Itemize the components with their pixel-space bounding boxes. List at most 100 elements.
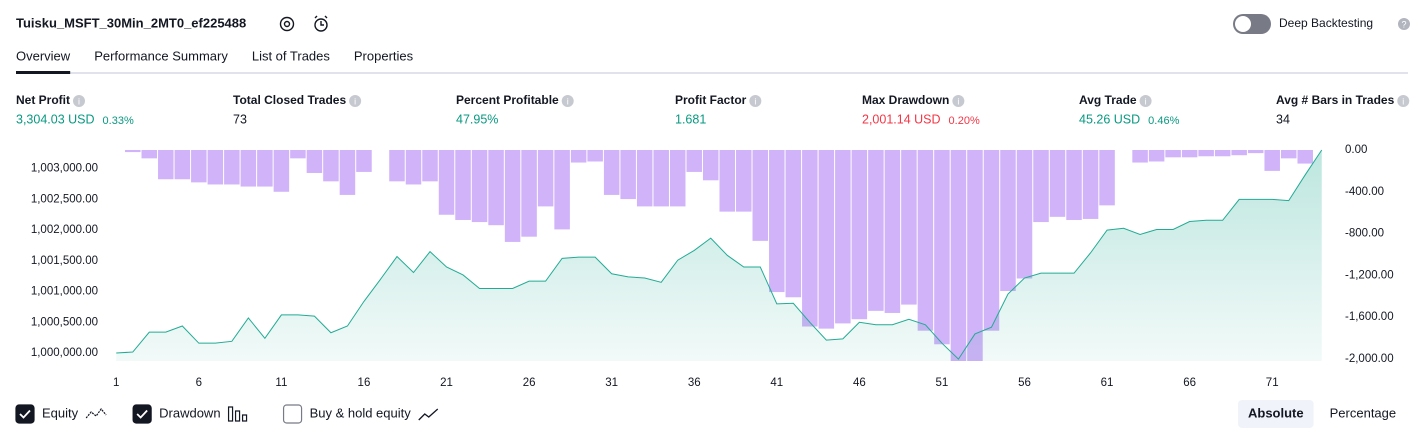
drawdown-bar [719,150,736,212]
metric-label: Profit Factor [675,93,747,107]
metric-percent: 0.20% [949,115,980,127]
legend-label: Equity [42,405,79,420]
x-tick-label: 41 [770,377,783,389]
metric-value: 3,304.03 USD [16,112,95,126]
drawdown-bar [1082,150,1099,219]
drawdown-bar [521,150,537,237]
info-icon-glyph: i [567,96,569,106]
drawdown-bar [603,150,620,195]
drawdown-bar [818,150,835,329]
drawdown-bar [901,150,917,305]
drawdown-bar [537,150,554,207]
drawdown-bar [917,150,934,331]
drawdown-bar [224,150,240,185]
y2-tick-label: 0.00 [1345,144,1367,156]
equity-area [116,150,1322,361]
settings-icon[interactable] [279,16,295,32]
drawdown-bar [587,150,603,162]
metric-label: Total Closed Trades [233,93,346,107]
x-tick-label: 21 [440,377,453,389]
y-tick-label: 1,003,000.00 [31,163,98,175]
drawdown-bar [125,150,141,153]
deep-backtesting-label: Deep Backtesting [1279,16,1373,30]
drawdown-bar [934,150,950,345]
drawdown-bar [1016,150,1033,279]
checkbox[interactable] [282,404,303,424]
drawdown-bar [191,150,207,183]
legend-icon-buy-hold [418,408,439,421]
help-icon: ? [1398,18,1410,30]
drawdown-bar [1181,150,1198,158]
drawdown-bar [141,150,158,159]
drawdown-bar [1049,150,1066,217]
metric-value: 2,001.14 USD [862,112,941,126]
checkmark [19,409,31,419]
info-icon-glyph: i [1145,96,1147,106]
metric-label: Percent Profitable [456,93,559,107]
metric-label: Max Drawdown [862,93,949,107]
drawdown-bar [802,150,818,327]
drawdown-bar [174,150,191,180]
alert-icon[interactable] [314,15,328,32]
info-icon-glyph: i [754,96,756,106]
drawdown-bar [1231,150,1247,156]
checkmark [136,409,148,419]
legend-icon-equity [85,408,107,419]
x-tick-label: 11 [275,377,287,389]
drawdown-bar [257,150,273,187]
x-tick-label: 46 [853,377,866,389]
drawdown-bar [438,150,455,215]
drawdown-bar [1264,150,1280,171]
scale-button[interactable]: Absolute [1238,400,1314,428]
scale-button-bg [1238,400,1314,428]
drawdown-bar [207,150,224,185]
drawdown-bar [686,150,702,172]
drawdown-bar [1066,150,1082,220]
drawdown-bar [1148,150,1165,162]
y2-tick-label: -1,600.00 [1345,311,1394,323]
tab[interactable]: List of Trades [252,48,331,63]
y2-tick-label: -400.00 [1345,186,1384,198]
drawdown-bar [339,150,356,195]
metric-value: 73 [233,112,247,126]
metric-label: Avg # Bars in Trades [1276,93,1395,107]
tab[interactable]: Performance Summary [94,48,228,63]
info-icon [1397,95,1410,107]
drawdown-bar [752,150,769,241]
drawdown-bar [273,150,290,192]
drawdown-bar [967,150,983,361]
info-icon [1139,95,1152,107]
drawdown-bar [653,150,669,207]
y2-tick-label: -2,000.00 [1345,353,1394,365]
deep-backtesting-toggle[interactable] [1233,14,1271,34]
x-tick-label: 66 [1183,377,1196,389]
y-tick-label: 1,002,500.00 [31,193,98,205]
drawdown-bar [868,150,884,311]
drawdown-bar [983,150,1000,331]
equity-line [116,149,1323,360]
tab[interactable]: Properties [354,48,414,63]
drawdown-bar [356,150,372,172]
info-icon [349,95,362,107]
drawdown-bar [884,150,901,313]
metric-value: 45.26 USD [1079,112,1140,126]
tab[interactable]: Overview [16,48,71,63]
drawdown-bar [851,150,868,320]
svg-text:?: ? [1401,19,1406,29]
drawdown-bar [488,150,504,226]
scale-button-label: Percentage [1330,405,1397,420]
drawdown-bar [636,150,653,207]
info-icon-glyph: i [1402,96,1404,106]
metric-value: 34 [1276,112,1290,126]
strategy-title: Tuisku_MSFT_30Min_2MT0_ef225488 [16,15,246,30]
scale-button[interactable]: Percentage [1320,400,1407,428]
checkbox[interactable] [15,404,35,424]
legend-icon-drawdown [227,406,248,422]
y2-tick-label: -800.00 [1345,228,1384,240]
metric-label: Net Profit [16,93,70,107]
checkbox[interactable] [132,404,152,424]
drawdown-bar [389,150,405,182]
drawdown-bar [554,150,570,230]
drawdown-bar [1280,150,1297,159]
